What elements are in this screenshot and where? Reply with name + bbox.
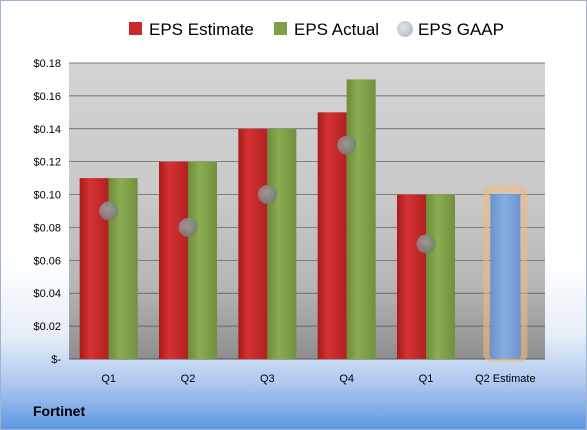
y-tick-label: $0.10	[33, 190, 61, 202]
bar-eps-actual	[267, 128, 297, 359]
x-tick-label: Q1	[419, 373, 434, 385]
bar-eps-estimate	[317, 112, 347, 359]
legend-label: EPS Estimate	[149, 20, 254, 39]
y-tick-label: $0.16	[33, 91, 61, 103]
bars	[79, 79, 528, 362]
point-eps-gaap	[416, 234, 436, 254]
x-tick-label: Q2	[181, 373, 196, 385]
x-tick-label: Q3	[260, 373, 275, 385]
legend-swatch	[129, 22, 142, 35]
gaap-points	[99, 135, 436, 254]
y-tick-label: $0.12	[33, 157, 61, 169]
y-tick-label: $0.18	[33, 58, 61, 70]
y-axis: $- $0.02 $0.04 $0.06 $0.08 $0.10 $0.12 $0.14 $0.…	[33, 58, 61, 366]
bar-q2-estimate	[490, 194, 521, 359]
bar-eps-actual	[188, 161, 217, 359]
y-tick-label: $-	[51, 354, 61, 366]
y-tick-label: $0.14	[33, 124, 61, 136]
company-label: Fortinet	[33, 403, 86, 419]
legend-swatch	[397, 21, 413, 37]
y-tick-label: $0.02	[33, 321, 61, 333]
x-tick-label: Q1	[101, 373, 116, 385]
bar-eps-actual	[346, 79, 376, 359]
bar-eps-estimate	[397, 194, 426, 359]
y-tick-label: $0.08	[33, 222, 61, 234]
plot-area	[69, 63, 545, 359]
point-eps-gaap	[178, 217, 198, 237]
y-tick-label: $0.04	[33, 288, 61, 300]
legend-swatch	[274, 22, 287, 35]
point-eps-gaap	[99, 201, 119, 221]
y-tick-label: $0.06	[33, 255, 61, 267]
legend: EPS Estimate EPS Actual EPS GAAP	[129, 20, 504, 39]
x-tick-label: Q2 Estimate	[475, 373, 536, 385]
bar-eps-actual	[426, 194, 455, 359]
legend-label: EPS Actual	[294, 20, 379, 39]
bar-eps-estimate	[159, 161, 188, 359]
gridlines	[69, 62, 545, 360]
point-eps-gaap	[337, 135, 357, 155]
bar-eps-estimate	[238, 128, 268, 359]
x-tick-label: Q4	[339, 373, 354, 385]
x-axis: Q1 Q2 Q3 Q4 Q1 Q2 Estimate	[101, 373, 535, 385]
point-eps-gaap	[257, 185, 277, 205]
legend-label: EPS GAAP	[418, 20, 504, 39]
